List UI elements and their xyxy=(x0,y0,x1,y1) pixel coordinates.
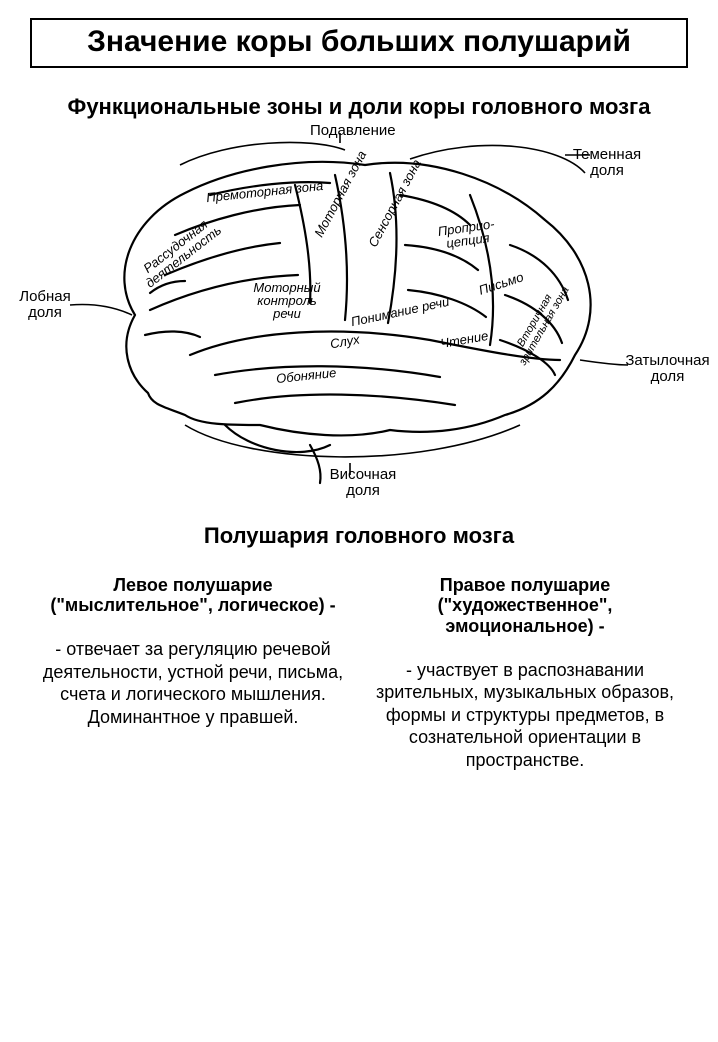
label-parietal: Теменная доля xyxy=(562,147,652,179)
title-box: Значение коры больших полушарий xyxy=(30,18,688,68)
il-speechctl: Моторный контроль речи xyxy=(242,281,332,320)
left-hem-head: Левое полушарие ("мыслительное", логичес… xyxy=(42,575,344,616)
label-temporal: Височная доля xyxy=(318,467,408,499)
left-hemisphere-col: Левое полушарие ("мыслительное", логичес… xyxy=(42,575,344,772)
label-frontal: Лобная доля xyxy=(10,289,80,321)
right-hemisphere-col: Правое полушарие ("художественное", эмоц… xyxy=(374,575,676,772)
right-hem-head: Правое полушарие ("художественное", эмоц… xyxy=(374,575,676,637)
hemispheres-subtitle: Полушария головного мозга xyxy=(0,523,718,549)
label-occipital: Затылочная доля xyxy=(620,353,715,385)
label-suppress: Подавление xyxy=(310,123,396,139)
page-title: Значение коры больших полушарий xyxy=(42,26,676,58)
left-hem-body: - отвечает за регуляцию речевой деятельн… xyxy=(42,638,344,728)
hemispheres-columns: Левое полушарие ("мыслительное", логичес… xyxy=(0,575,718,772)
right-hem-body: - участвует в распознавании зрительных, … xyxy=(374,659,676,772)
brain-diagram: Подавление Теменная доля Лобная доля Зат… xyxy=(0,125,718,505)
diagram-subtitle: Функциональные зоны и доли коры головног… xyxy=(0,94,718,119)
